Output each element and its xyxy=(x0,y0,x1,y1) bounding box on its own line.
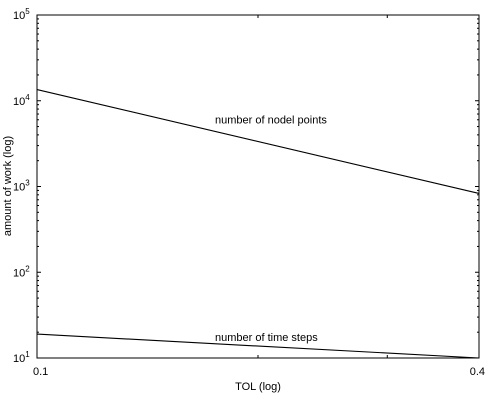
series-label-0: number of nodel points xyxy=(215,115,327,127)
y-tick-label: 105 xyxy=(13,7,30,22)
series-lines xyxy=(36,89,480,359)
y-tick-base: 10 xyxy=(13,10,25,22)
y-tick-exponent: 3 xyxy=(25,179,30,188)
y-tick-exponent: 2 xyxy=(25,264,30,273)
y-tick-exponent: 5 xyxy=(25,7,30,16)
series-line-1 xyxy=(36,333,480,359)
y-tick-label: 104 xyxy=(13,93,30,108)
y-tick-exponent: 4 xyxy=(25,93,30,102)
y-axis-label: amount of work (log) xyxy=(2,136,14,236)
y-tick-label: 102 xyxy=(13,264,30,279)
x-tick-label: 0.4 xyxy=(470,366,485,378)
x-tick-labels: 0.1 0.4 xyxy=(33,366,485,378)
x-tick-label: 0.1 xyxy=(33,366,48,378)
x-axis-label: TOL (log) xyxy=(235,381,281,393)
y-tick-base: 10 xyxy=(13,182,25,194)
series-label-1: number of time steps xyxy=(215,332,318,344)
y-tick-base: 10 xyxy=(13,96,25,108)
plot-area-frame xyxy=(36,14,480,359)
y-tick-base: 10 xyxy=(13,353,25,365)
axis-ticks xyxy=(37,14,479,359)
y-tick-label: 101 xyxy=(13,350,30,365)
y-tick-exponent: 1 xyxy=(25,350,30,359)
series-line-0 xyxy=(36,89,480,194)
y-tick-base: 10 xyxy=(13,267,25,279)
y-tick-label: 103 xyxy=(13,179,30,194)
series-labels: number of nodel points number of time ste… xyxy=(215,115,327,344)
